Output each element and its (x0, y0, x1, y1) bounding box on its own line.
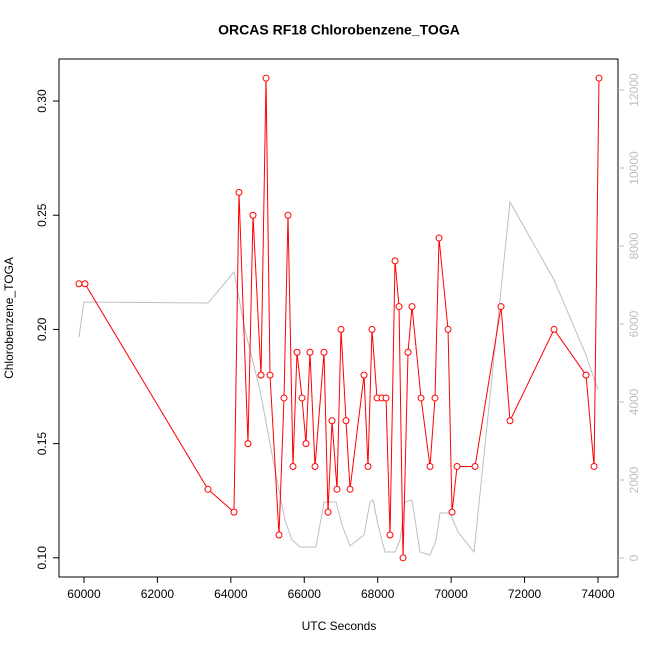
data-point (306, 348, 314, 356)
data-point (444, 325, 452, 333)
data-point (293, 348, 301, 356)
data-point (81, 280, 89, 288)
data-point (230, 508, 238, 516)
series-line (78, 200, 599, 556)
data-point (346, 485, 354, 493)
data-point (417, 394, 425, 402)
chart-title: ORCAS RF18 Chlorobenzene_TOGA (218, 22, 460, 38)
data-point (75, 280, 83, 288)
data-point (395, 303, 403, 311)
y2-tick-label: 4000 (627, 388, 641, 415)
data-point (360, 371, 368, 379)
data-point (328, 417, 336, 425)
data-point (471, 462, 479, 470)
data-point (244, 440, 252, 448)
x-tick-label: 74000 (581, 587, 615, 601)
series-line (78, 78, 600, 558)
data-point (324, 508, 332, 516)
y-tick-label: 0.10 (35, 546, 49, 570)
data-point (435, 234, 443, 242)
plot-frame (58, 58, 619, 578)
data-point (204, 485, 212, 493)
y-tick-label: 0.15 (35, 432, 49, 456)
data-point (426, 462, 434, 470)
data-point (399, 554, 407, 562)
data-point (431, 394, 439, 402)
data-point (266, 371, 274, 379)
data-point (284, 211, 292, 219)
x-tick-label: 72000 (508, 587, 542, 601)
data-point (364, 462, 372, 470)
y2-tick-label: 8000 (627, 232, 641, 259)
data-point (311, 462, 319, 470)
data-point (302, 440, 310, 448)
x-tick-label: 62000 (141, 587, 175, 601)
data-point (262, 74, 270, 82)
y2-tick-label: 10000 (627, 151, 641, 185)
data-point (298, 394, 306, 402)
data-point (342, 417, 350, 425)
data-point (257, 371, 265, 379)
data-point (333, 485, 341, 493)
data-point (275, 531, 283, 539)
data-point (550, 325, 558, 333)
data-point (386, 531, 394, 539)
data-point (368, 325, 376, 333)
data-point (506, 417, 514, 425)
y2-tick-label: 2000 (627, 466, 641, 493)
data-point (404, 348, 412, 356)
x-tick-label: 70000 (434, 587, 468, 601)
data-point (391, 257, 399, 265)
data-point (382, 394, 390, 402)
y2-tick-label: 6000 (627, 310, 641, 337)
y2-tick-label: 12000 (627, 73, 641, 107)
data-point (408, 303, 416, 311)
y-tick-label: 0.20 (35, 317, 49, 341)
data-point (582, 371, 590, 379)
data-point (337, 325, 345, 333)
data-point (320, 348, 328, 356)
x-tick-label: 68000 (361, 587, 395, 601)
data-point (497, 303, 505, 311)
y-tick-label: 0.30 (35, 89, 49, 113)
x-axis-label: UTC Seconds (302, 619, 377, 633)
x-tick-label: 60000 (67, 587, 101, 601)
y2-tick-label: 0 (627, 554, 641, 561)
y-axis-label: Chlorobenzene_TOGA (2, 257, 16, 379)
data-point (249, 211, 257, 219)
x-tick-label: 66000 (288, 587, 322, 601)
data-point (448, 508, 456, 516)
data-point (590, 462, 598, 470)
data-point (289, 462, 297, 470)
x-tick-label: 64000 (214, 587, 248, 601)
y-tick-label: 0.25 (35, 203, 49, 227)
data-point (235, 188, 243, 196)
data-point (280, 394, 288, 402)
data-point (595, 74, 603, 82)
data-point (453, 462, 461, 470)
